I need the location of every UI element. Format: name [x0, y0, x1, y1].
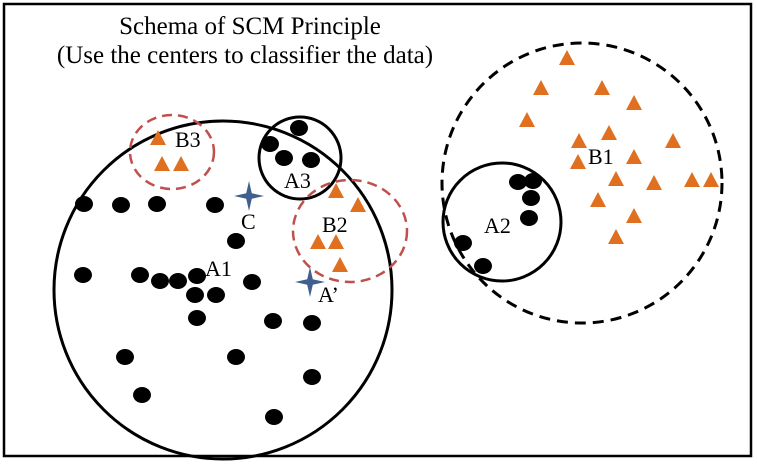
orange-triangle — [310, 234, 326, 249]
black-dot — [188, 268, 206, 284]
label-a1: A1 — [205, 256, 232, 281]
center-star-a-prime — [295, 267, 325, 297]
black-dot — [303, 315, 321, 331]
black-dot — [524, 173, 542, 189]
black-dot — [148, 196, 166, 212]
orange-triangle — [533, 80, 549, 95]
orange-triangle — [570, 154, 586, 169]
label-b3: B3 — [175, 127, 201, 152]
black-dot — [74, 267, 92, 283]
black-dot — [112, 197, 130, 213]
orange-triangle — [608, 171, 624, 186]
label-a3: A3 — [284, 168, 311, 193]
black-dot — [303, 369, 321, 385]
orange-triangles-group — [150, 50, 719, 272]
orange-triangle — [590, 192, 606, 207]
black-dot — [290, 120, 308, 136]
black-dot — [243, 274, 261, 290]
black-dot — [186, 287, 204, 303]
black-dot — [75, 196, 93, 212]
label-b2: B2 — [322, 212, 348, 237]
black-dot — [207, 287, 225, 303]
orange-triangle — [328, 234, 344, 249]
black-dot — [227, 349, 245, 365]
orange-triangle — [350, 197, 366, 212]
orange-triangle — [626, 208, 642, 223]
black-dot — [275, 150, 293, 166]
orange-triangle — [559, 50, 575, 65]
black-dot — [133, 387, 151, 403]
orange-triangle — [332, 257, 348, 272]
black-dot — [261, 136, 279, 152]
orange-triangle — [328, 183, 344, 198]
cluster-b3-circle — [128, 113, 216, 191]
black-dot — [116, 349, 134, 365]
cluster-a3-circle — [257, 115, 343, 201]
label-a2: A2 — [484, 213, 511, 238]
orange-triangle — [154, 156, 170, 171]
black-dot — [509, 174, 527, 190]
label-b1: B1 — [588, 144, 614, 169]
black-dot — [264, 313, 282, 329]
orange-triangle — [601, 125, 617, 140]
cluster-a2-circle — [441, 161, 563, 283]
black-dot — [522, 190, 540, 206]
orange-triangle — [684, 172, 700, 187]
black-dot — [302, 152, 320, 168]
diagram-title-line1: Schema of SCM Principle — [119, 13, 381, 40]
orange-triangle — [626, 95, 642, 110]
cluster-b2-circle — [291, 178, 409, 284]
black-dots-group — [74, 120, 542, 425]
frame-border — [2, 2, 753, 458]
label-c: C — [241, 209, 256, 234]
diagram-title-line2: (Use the centers to classifier the data) — [57, 42, 433, 69]
orange-triangle — [646, 175, 662, 190]
black-dot — [265, 409, 283, 425]
label-a-prime: A’ — [318, 282, 339, 307]
orange-triangle — [519, 112, 535, 127]
black-dot — [206, 197, 224, 213]
black-dot — [454, 235, 472, 251]
orange-triangle — [626, 149, 642, 164]
orange-triangle — [173, 156, 189, 171]
black-dot — [169, 273, 187, 289]
cluster-circles — [52, 41, 724, 461]
black-dot — [151, 273, 169, 289]
orange-triangle — [703, 172, 719, 187]
orange-triangle — [665, 133, 681, 148]
orange-triangle — [150, 130, 166, 145]
cluster-b1-circle — [440, 41, 724, 325]
center-star-c — [234, 181, 264, 211]
orange-triangle — [608, 229, 624, 244]
cluster-a1-circle — [52, 119, 394, 461]
orange-triangle — [571, 133, 587, 148]
black-dot — [188, 310, 206, 326]
black-dot — [131, 267, 149, 283]
black-dot — [227, 233, 245, 249]
orange-triangle — [594, 80, 610, 95]
black-dot — [520, 210, 538, 226]
center-stars-group — [234, 181, 325, 297]
black-dot — [474, 258, 492, 274]
